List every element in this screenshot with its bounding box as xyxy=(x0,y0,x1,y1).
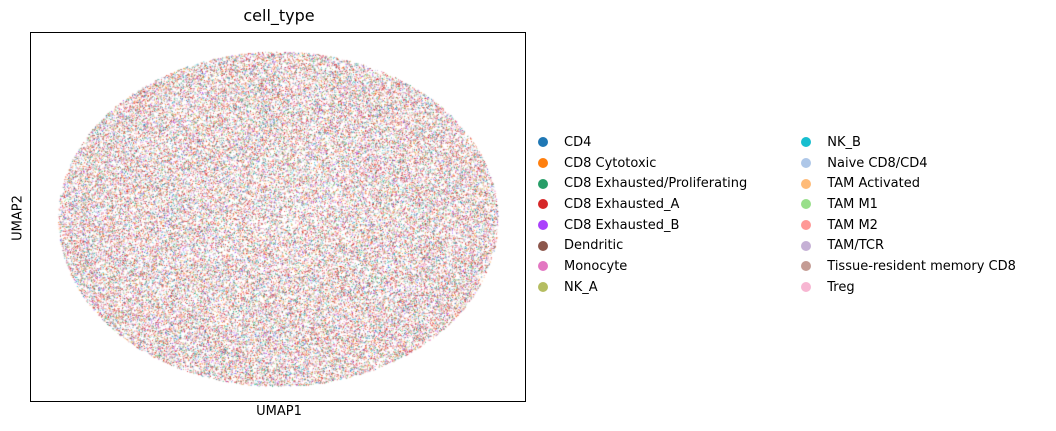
chart-title: cell_type xyxy=(243,6,315,25)
legend-marker-icon xyxy=(538,240,548,251)
legend-column-1: CD4 CD8 Cytotoxic CD8 Exhausted/Proliferat… xyxy=(538,132,748,298)
legend-label: CD8 Cytotoxic xyxy=(564,155,657,171)
legend: CD4 CD8 Cytotoxic CD8 Exhausted/Proliferat… xyxy=(538,132,1016,298)
legend-label: CD8 Exhausted_B xyxy=(564,217,680,233)
legend-label: Naive CD8/CD4 xyxy=(827,155,928,171)
legend-item: CD8 Exhausted_B xyxy=(538,215,747,236)
legend-marker-icon xyxy=(801,178,812,189)
legend-label: CD8 Exhausted/Proliferating xyxy=(564,176,748,192)
legend-marker-icon xyxy=(538,137,548,148)
y-axis-label: UMAP2 xyxy=(10,195,26,241)
legend-label: CD8 Exhausted_A xyxy=(564,196,680,212)
legend-label: TAM/TCR xyxy=(827,238,884,254)
legend-marker-icon xyxy=(801,199,812,210)
legend-label: TAM Activated xyxy=(827,176,920,192)
legend-item: TAM M2 xyxy=(801,215,1016,236)
legend-item: NK_A xyxy=(538,277,747,298)
legend-marker-icon xyxy=(801,158,812,169)
legend-marker-icon xyxy=(538,199,548,210)
legend-label: NK_B xyxy=(827,134,861,150)
legend-marker-icon xyxy=(801,240,812,251)
legend-marker-icon xyxy=(801,137,812,148)
legend-item: CD4 xyxy=(538,132,747,153)
legend-item: TAM M1 xyxy=(801,194,1016,215)
legend-item: Treg xyxy=(801,277,1016,298)
legend-item: TAM/TCR xyxy=(801,235,1016,256)
legend-marker-icon xyxy=(538,220,548,231)
legend-item: NK_B xyxy=(801,132,1016,153)
legend-item: CD8 Cytotoxic xyxy=(538,153,747,174)
legend-item: Dendritic xyxy=(538,235,747,256)
legend-marker-icon xyxy=(801,220,812,231)
plot-area xyxy=(30,32,526,402)
legend-item: Tissue-resident memory CD8 xyxy=(801,256,1016,277)
legend-item: CD8 Exhausted_A xyxy=(538,194,747,215)
legend-item: Monocyte xyxy=(538,256,747,277)
legend-label: Treg xyxy=(827,279,855,295)
legend-label: CD4 xyxy=(564,134,592,150)
legend-item: TAM Activated xyxy=(801,173,1016,194)
umap-scatter-points xyxy=(31,33,525,401)
legend-label: TAM M1 xyxy=(827,196,878,212)
x-axis-label: UMAP1 xyxy=(256,404,302,419)
legend-marker-icon xyxy=(538,261,548,272)
legend-marker-icon xyxy=(538,158,548,169)
legend-label: NK_A xyxy=(564,279,598,295)
legend-label: Tissue-resident memory CD8 xyxy=(827,258,1016,274)
legend-item: Naive CD8/CD4 xyxy=(801,153,1016,174)
legend-column-2: NK_B Naive CD8/CD4 TAM Activated TAM M1 TAM … xyxy=(801,132,1016,298)
legend-marker-icon xyxy=(538,178,548,189)
legend-marker-icon xyxy=(801,282,812,293)
legend-label: Dendritic xyxy=(564,238,624,254)
legend-marker-icon xyxy=(801,261,812,272)
legend-label: Monocyte xyxy=(564,258,628,274)
legend-label: TAM M2 xyxy=(827,217,878,233)
legend-marker-icon xyxy=(538,282,548,293)
legend-item: CD8 Exhausted/Proliferating xyxy=(538,173,748,194)
